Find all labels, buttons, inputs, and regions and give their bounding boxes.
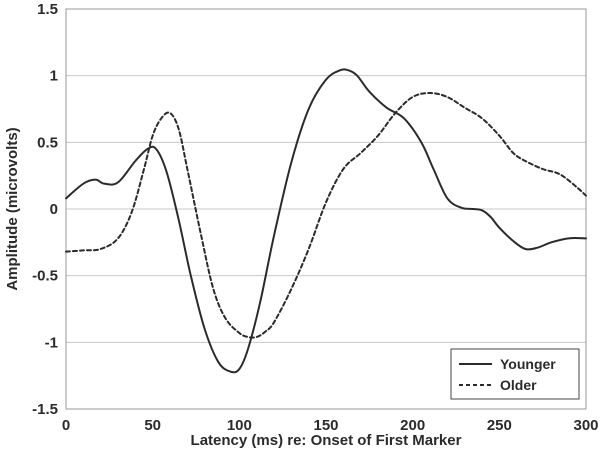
- legend-label-older: Older: [500, 377, 537, 393]
- legend-label-younger: Younger: [500, 356, 556, 372]
- x-tick-label: 50: [144, 417, 161, 434]
- x-tick-label: 200: [400, 417, 425, 434]
- series-layer: [65, 68, 587, 374]
- y-axis-label: Amplitude (microvolts): [4, 127, 21, 290]
- y-tick-label: 0.5: [37, 134, 58, 151]
- x-tick-label: 300: [573, 417, 598, 434]
- y-tick-label: 1: [50, 68, 58, 85]
- y-tick-labels: 1.5 1 0.5 0 -0.5 -1 -1.5: [32, 1, 58, 418]
- x-tick-label: 100: [227, 417, 252, 434]
- x-tick-labels: 0 50 100 150 200 250 300: [62, 417, 599, 434]
- x-tick-label: 250: [487, 417, 512, 434]
- y-tick-label: -0.5: [32, 268, 58, 285]
- legend-box: [450, 348, 580, 400]
- x-axis-label: Latency (ms) re: Onset of First Marker: [191, 432, 462, 449]
- legend: Younger Older: [450, 348, 580, 400]
- y-tick-label: 0: [50, 201, 58, 218]
- x-tick-label: 150: [313, 417, 338, 434]
- y-tick-label: 1.5: [37, 1, 58, 18]
- plot-area-frame: [65, 8, 587, 410]
- series-line-younger: [65, 68, 587, 374]
- y-tick-label: -1: [45, 334, 58, 351]
- x-tick-label: 0: [62, 417, 70, 434]
- y-tick-label: -1.5: [32, 401, 58, 418]
- series-line-older: [65, 92, 587, 339]
